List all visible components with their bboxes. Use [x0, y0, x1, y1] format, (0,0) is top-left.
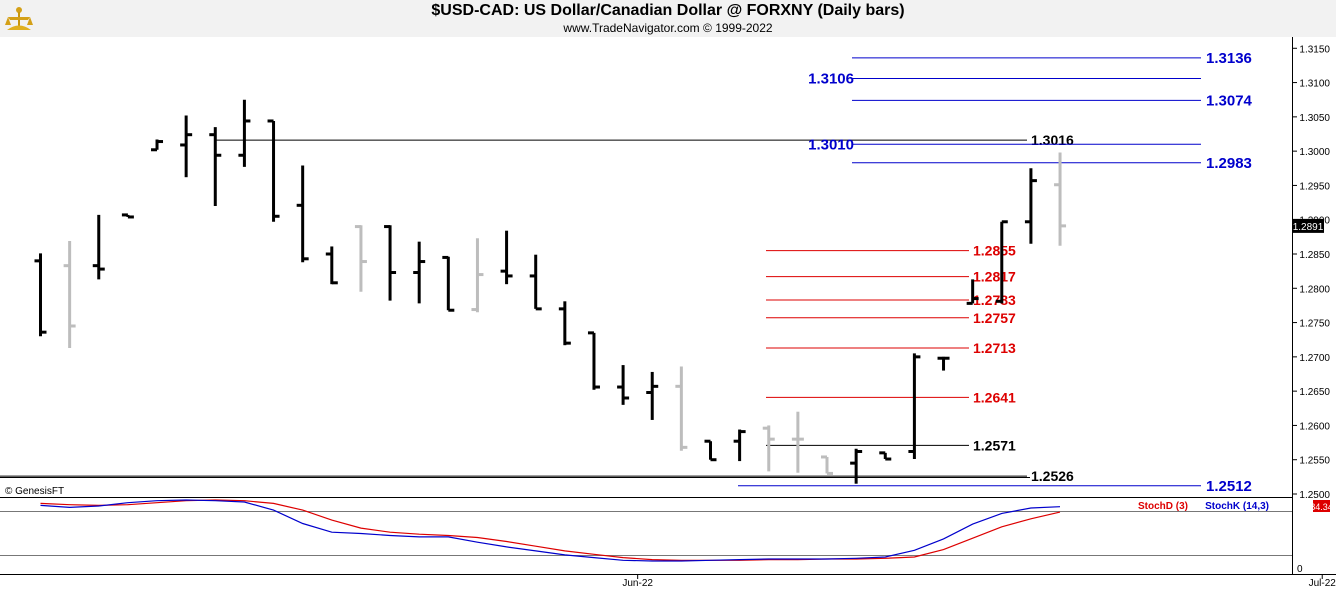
stoch-y-tick-label: 0 — [1297, 564, 1303, 575]
y-tick-label: 1.3000 — [1299, 147, 1330, 158]
level-label-1-3010: 1.3010 — [808, 136, 854, 153]
y-tick-label: 1.2550 — [1299, 456, 1330, 467]
y-tick-label: 1.2700 — [1299, 353, 1330, 364]
x-tick-label: Jun-22 — [622, 578, 653, 589]
copyright-label: © GenesisFT — [5, 486, 64, 497]
y-tick-label: 1.2500 — [1299, 490, 1330, 501]
level-label-1-2641: 1.2641 — [973, 389, 1016, 405]
chart-subtitle: www.TradeNavigator.com © 1999-2022 — [563, 21, 773, 35]
level-label-1-2512: 1.2512 — [1206, 478, 1252, 495]
level-label-1-2817: 1.2817 — [973, 269, 1016, 285]
level-label-1-2571: 1.2571 — [973, 437, 1016, 453]
y-tick-label: 1.3100 — [1299, 79, 1330, 90]
chart-title: $USD-CAD: US Dollar/Canadian Dollar @ FO… — [431, 2, 905, 19]
y-tick-label: 1.2800 — [1299, 284, 1330, 295]
level-label-1-3106: 1.3106 — [808, 70, 854, 87]
stochd-legend: StochD (3) — [1138, 501, 1188, 512]
x-tick-label: Jul-22 — [1309, 578, 1336, 589]
y-tick-label: 1.2600 — [1299, 421, 1330, 432]
level-label-1-3136: 1.3136 — [1206, 50, 1252, 67]
level-label-1-2983: 1.2983 — [1206, 155, 1252, 172]
y-tick-label: 1.3150 — [1299, 44, 1330, 55]
level-label-1-3074: 1.3074 — [1206, 92, 1253, 109]
y-tick-label: 1.2750 — [1299, 319, 1330, 330]
stochk-line — [40, 499, 1061, 562]
y-tick-label: 1.2950 — [1299, 181, 1330, 192]
level-label-1-2526: 1.2526 — [1031, 468, 1074, 484]
stochk-legend: StochK (14,3) — [1205, 501, 1269, 512]
level-label-1-2757: 1.2757 — [973, 310, 1016, 326]
last-value-label: 1.2891 — [1293, 222, 1324, 233]
stochd-value-badge — [1313, 500, 1330, 512]
last-value-badge — [1292, 218, 1324, 233]
level-label-1-2713: 1.2713 — [973, 340, 1016, 356]
chart-header — [0, 0, 1336, 37]
y-tick-label: 1.3050 — [1299, 113, 1330, 124]
stochd-line — [40, 499, 1061, 561]
level-label-1-2855: 1.2855 — [973, 243, 1016, 259]
y-tick-label: 1.2650 — [1299, 387, 1330, 398]
y-tick-label: 1.2850 — [1299, 250, 1330, 261]
price-axis-panel — [1293, 37, 1336, 575]
stochd-value-label: 84.34 — [1310, 502, 1333, 512]
tradenavigator-logo-icon — [5, 7, 33, 30]
level-label-1-2783: 1.2783 — [973, 292, 1016, 308]
level-label-1-3016: 1.3016 — [1031, 132, 1074, 148]
